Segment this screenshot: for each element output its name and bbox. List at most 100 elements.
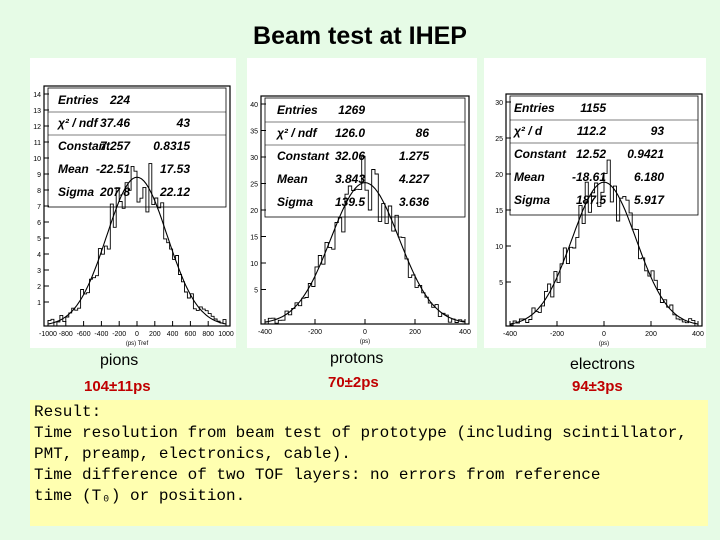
- y-tick-label: 20: [495, 172, 503, 179]
- x-tick-label: -200: [550, 331, 564, 338]
- y-tick-label: 8: [37, 188, 41, 195]
- x-tick-label: -800: [59, 331, 73, 338]
- result-line: Time resolution from beam test of protot…: [34, 424, 687, 442]
- stat-name: Entries: [514, 101, 555, 115]
- pions-histogram-panel: 14 13 12 11 10 9 8 7 6 5 4 3 2 1 -1000 -800 -600 -400 -200…: [30, 58, 236, 348]
- stat-value: -22.51: [96, 162, 130, 176]
- histogram-bars: [47, 163, 227, 327]
- y-tick-label: 11: [34, 140, 41, 147]
- stat-name: χ² / d: [512, 124, 543, 138]
- plot-frame: [260, 95, 470, 325]
- stat-value: 224: [109, 93, 130, 107]
- y-tick-label: 4: [37, 252, 41, 259]
- y-tick-label: 15: [495, 208, 503, 215]
- x-tick-label: -400: [258, 329, 272, 336]
- stat-name: Sigma: [277, 195, 313, 209]
- stat-error: 1.275: [399, 149, 429, 163]
- slide-title: Beam test at IHEP: [253, 22, 467, 50]
- y-tick-label: 12: [33, 124, 41, 131]
- stat-value: 139.5: [335, 195, 365, 209]
- stat-name: Constant: [58, 139, 111, 153]
- x-tick-label: 400: [459, 329, 471, 336]
- x-axis-label: (ps): [599, 341, 609, 347]
- y-tick-label: 30: [250, 155, 258, 162]
- stat-value: 3.843: [335, 172, 365, 186]
- y-tick-label: 30: [495, 100, 503, 107]
- x-tick-label: 200: [645, 331, 657, 338]
- stat-value: -18.61: [572, 170, 606, 184]
- electrons-histogram-panel: 30 25 20 15 10 5 -400 -200 0 200 400 (ps) Entries 115…: [484, 58, 706, 348]
- stat-error: 3.636: [399, 195, 429, 209]
- y-tick-label: 5: [37, 236, 41, 243]
- y-tick-label: 1: [37, 300, 41, 307]
- electrons-resolution: 94±3ps: [572, 378, 623, 395]
- stat-value: 32.06: [335, 149, 365, 163]
- stat-error: 6.180: [634, 170, 664, 184]
- y-tick-label: 7: [37, 204, 41, 211]
- stat-value: 37.46: [100, 116, 130, 130]
- stat-value: 1269: [338, 103, 365, 117]
- gaussian-fit-curve: [509, 181, 699, 325]
- y-tick-label: 13: [33, 108, 41, 115]
- stats-box: [264, 97, 466, 218]
- x-tick-label: -400: [94, 331, 108, 338]
- stat-error: 4.227: [398, 172, 430, 186]
- stat-name: χ² / ndf: [56, 116, 99, 130]
- result-line: time (T₀) or position.: [34, 487, 246, 505]
- y-tick-label: 10: [495, 244, 503, 251]
- stat-name: Constant: [514, 147, 567, 161]
- stats-box: [509, 95, 699, 216]
- protons-label: protons: [330, 350, 384, 367]
- histogram-bars: [509, 159, 698, 327]
- stat-value: 7.257: [100, 139, 131, 153]
- protons-histogram: 40 35 30 25 20 15 10 5 -400 -200 0 200 400 (ps) Entrie…: [250, 95, 471, 345]
- stat-name: Mean: [277, 172, 308, 186]
- y-tick-label: 15: [250, 235, 258, 242]
- protons-histogram-panel: 40 35 30 25 20 15 10 5 -400 -200 0 200 400 (ps) Entrie…: [247, 58, 477, 348]
- x-tick-label: 800: [202, 331, 214, 338]
- y-tick-label: 5: [254, 288, 258, 295]
- stat-name: χ² / ndf: [275, 126, 318, 140]
- stat-name: Mean: [514, 170, 545, 184]
- x-axis-label: (ps): [360, 339, 370, 345]
- plot-frame: [43, 85, 231, 327]
- stat-error: 22.12: [159, 185, 190, 199]
- electrons-label: electrons: [570, 356, 635, 373]
- stats-box: [47, 87, 227, 208]
- y-tick-label: 25: [495, 136, 503, 143]
- stat-value: 12.52: [576, 147, 606, 161]
- stat-value: 187.5: [576, 193, 606, 207]
- stat-name: Sigma: [514, 193, 550, 207]
- x-tick-label: -200: [308, 329, 322, 336]
- result-line: PMT, preamp, electronics, cable).: [34, 445, 351, 463]
- x-tick-label: -1000: [39, 331, 57, 338]
- y-tick-label: 5: [499, 280, 503, 287]
- x-axis-label: (ps) Tref: [126, 341, 149, 347]
- stat-value: 207.8: [99, 185, 130, 199]
- stat-error: 0.8315: [153, 139, 190, 153]
- x-tick-label: 200: [149, 331, 161, 338]
- y-tick-label: 14: [33, 92, 41, 99]
- stat-value: 126.0: [335, 126, 365, 140]
- stats-rows: Entries 1155 χ² / d 112.2 93 Constant 12.52 0.9…: [512, 101, 665, 207]
- stat-error: 43: [176, 116, 191, 130]
- stat-name: Mean: [58, 162, 89, 176]
- y-tick-label: 20: [250, 208, 258, 215]
- stats-rows: Entries 1269 χ² / ndf 126.0 86 Constant 32.06 1…: [275, 103, 430, 209]
- stat-name: Entries: [277, 103, 318, 117]
- stat-name: Entries: [58, 93, 99, 107]
- result-box: Result: Time resolution from beam test o…: [30, 400, 708, 526]
- y-tick-label: 2: [37, 284, 41, 291]
- x-tick-label: 0: [602, 331, 606, 338]
- x-tick-label: 400: [167, 331, 179, 338]
- y-tick-label: 40: [250, 102, 258, 109]
- stat-value: 1155: [580, 101, 606, 115]
- stat-name: Sigma: [58, 185, 94, 199]
- y-tick-label: 3: [37, 268, 41, 275]
- protons-resolution: 70±2ps: [328, 374, 379, 391]
- plot-frame: [505, 93, 703, 327]
- y-tick-label: 10: [33, 156, 41, 163]
- histogram-bars: [265, 155, 466, 325]
- y-tick-label: 6: [37, 220, 41, 227]
